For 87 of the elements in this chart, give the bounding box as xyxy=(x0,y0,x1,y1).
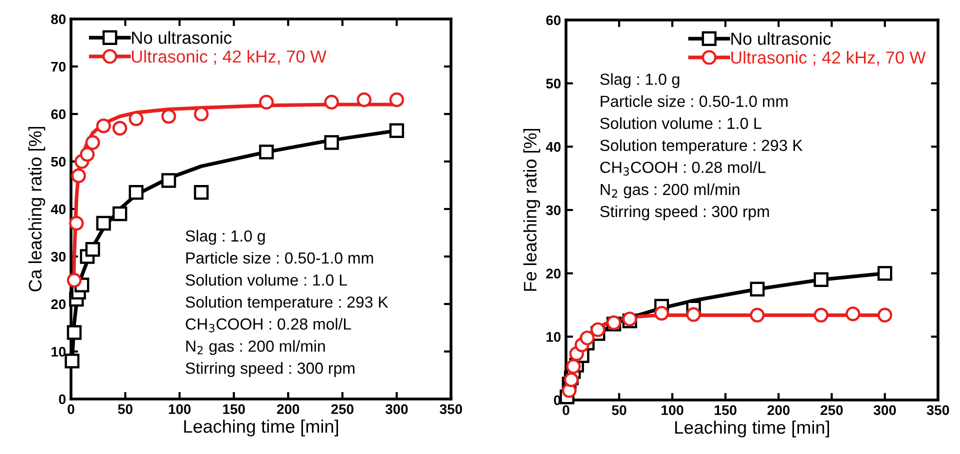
point xyxy=(877,308,892,322)
annotation: CH$_{3}$COOH : 0.28 mol/L xyxy=(600,161,766,176)
annotation: Slag : 1.0 g xyxy=(600,73,680,88)
y-tick-label: 40 xyxy=(50,204,66,214)
point xyxy=(846,306,860,322)
point xyxy=(128,185,144,200)
point xyxy=(71,168,86,184)
point xyxy=(654,306,670,321)
annotation: Solution volume : 1.0 L xyxy=(186,274,347,286)
y-tick-label: 60 xyxy=(51,109,66,120)
x-tick-label: 100 xyxy=(662,405,684,416)
x-tick-label: 50 xyxy=(118,404,132,414)
y-axis-title: Fe leaching ratio [%] xyxy=(523,128,540,291)
point xyxy=(814,308,828,322)
annotation: Slag : 1.0 g xyxy=(186,230,265,245)
legend-label: No ultrasonic xyxy=(132,31,232,44)
annotation: N$_{2}$ gas : 200 ml/min xyxy=(186,340,325,355)
annotation: Particle size : 0.50-1.0 mm xyxy=(186,252,374,264)
x-tick-label: 250 xyxy=(820,405,843,416)
point xyxy=(112,206,128,222)
y-tick-label: 0 xyxy=(58,394,66,404)
point xyxy=(389,92,404,108)
x-tick-label: 200 xyxy=(767,405,790,416)
y-tick-label: 30 xyxy=(51,252,66,262)
y-tick-label: 80 xyxy=(51,14,66,24)
y-tick-label: 60 xyxy=(546,15,561,26)
point xyxy=(356,92,372,108)
y-tick-label: 40 xyxy=(546,142,561,152)
x-tick-label: 350 xyxy=(440,404,462,414)
point xyxy=(161,109,176,124)
y-tick-label: 20 xyxy=(546,268,561,279)
y-tick-label: 50 xyxy=(546,78,561,89)
annotation: CH$_{3}$COOH : 0.28 mol/L xyxy=(186,318,352,332)
x-tick-label: 300 xyxy=(385,404,408,414)
point xyxy=(80,147,95,162)
y-tick-label: 50 xyxy=(51,156,66,167)
point xyxy=(85,242,100,257)
y-tick-label: 10 xyxy=(52,346,66,357)
x-tick-label: 350 xyxy=(926,405,950,416)
x-tick-label: 250 xyxy=(331,404,354,414)
legend-label: No ultrasonic xyxy=(731,32,831,45)
point xyxy=(69,216,84,231)
y-tick-label: 20 xyxy=(51,299,66,310)
point xyxy=(96,118,111,134)
point xyxy=(259,94,274,110)
point xyxy=(96,216,111,231)
annotation: Solution temperature : 293 K xyxy=(186,296,388,311)
legend-label: Ultrasonic ; 42 kHz, 70 W xyxy=(731,50,926,66)
point xyxy=(580,330,595,346)
annotation: Particle size : 0.50-1.0 mm xyxy=(600,95,788,107)
point xyxy=(877,266,892,281)
y-tick-label: 10 xyxy=(546,332,561,342)
x-tick-label: 300 xyxy=(874,405,896,416)
point xyxy=(259,144,274,160)
point xyxy=(324,94,339,110)
legend-label: Ultrasonic ; 42 kHz, 70 W xyxy=(132,50,326,65)
point xyxy=(112,120,128,136)
annotation: Solution temperature : 293 K xyxy=(600,139,803,154)
x-tick-label: 200 xyxy=(277,404,300,414)
point xyxy=(66,272,82,288)
x-axis-title: Leaching time [min] xyxy=(675,420,829,438)
point xyxy=(161,173,176,188)
annotation: Stirring speed : 300 rpm xyxy=(600,205,769,220)
point xyxy=(66,325,82,340)
point xyxy=(750,282,765,297)
x-tick-label: 0 xyxy=(562,405,570,416)
point xyxy=(686,307,701,322)
x-axis-title: Leaching time [min] xyxy=(184,420,338,436)
annotation: Stirring speed : 300 rpm xyxy=(186,362,354,378)
x-tick-label: 150 xyxy=(714,405,736,416)
point xyxy=(324,135,339,150)
point xyxy=(590,322,606,338)
y-tick-label: 30 xyxy=(546,205,561,216)
y-axis-title: Ca leaching ratio [%] xyxy=(28,126,46,292)
point xyxy=(389,123,404,138)
point xyxy=(194,185,209,200)
x-tick-label: 0 xyxy=(68,404,74,414)
x-tick-label: 50 xyxy=(612,405,626,416)
point xyxy=(566,359,581,374)
annotation: N$_{2}$ gas : 200 ml/min xyxy=(600,183,740,198)
x-tick-label: 150 xyxy=(223,404,245,414)
point xyxy=(750,308,765,322)
y-tick-label: 70 xyxy=(51,62,66,72)
point xyxy=(64,354,80,368)
annotation: Solution volume : 1.0 L xyxy=(600,117,762,130)
x-tick-label: 100 xyxy=(168,404,191,414)
point xyxy=(814,272,828,288)
